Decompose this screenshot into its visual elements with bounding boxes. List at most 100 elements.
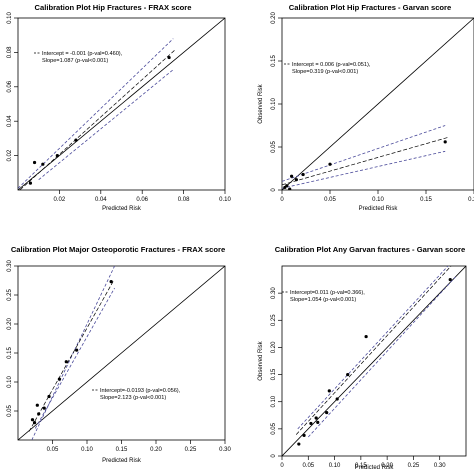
y-tick-label: 0 (271, 188, 277, 192)
identity-line (18, 266, 225, 440)
chart-panel-2: Calibration Plot Hip Fractures - Garvan … (258, 3, 474, 212)
legend: Intercept = -0.001 (p-val=0.460),Slope=1… (34, 51, 123, 64)
x-axis-label: Predicted Risk (359, 206, 399, 212)
y-tick-label: 0 (271, 454, 277, 458)
data-point (41, 162, 45, 166)
x-axis-label: Predicted Risk (102, 206, 142, 212)
y-tick-label: 0.15 (271, 368, 277, 380)
legend-text: Intercept=-0.0193 (p-val=0.056), (100, 388, 181, 394)
data-point (325, 410, 329, 415)
y-tick-label: 0.15 (7, 347, 13, 359)
x-tick-label: 0.25 (408, 463, 420, 469)
legend: Intercept=0.011 (p-val=0.366),Slope=1.05… (282, 290, 365, 303)
fit-line (295, 266, 452, 435)
y-tick-label: 0.25 (271, 314, 277, 326)
x-tick-label: 0.05 (302, 463, 314, 469)
y-tick-label: 0.10 (271, 395, 277, 407)
fit-line (28, 281, 114, 432)
chart-title: Calibration Plot Hip Fractures - FRAX sc… (35, 3, 192, 12)
y-tick-label: 0.05 (271, 141, 277, 153)
chart-panel-4: Calibration Plot Any Garvan fractures - … (258, 245, 467, 471)
data-point (55, 154, 59, 158)
data-point (37, 412, 41, 416)
x-tick-label: 0.15 (355, 463, 367, 469)
x-tick-label: 0.04 (95, 197, 107, 203)
y-axis-label: Observed Risk (258, 340, 264, 380)
x-tick-label: 0.20 (381, 463, 393, 469)
y-tick-label: 0.10 (7, 376, 13, 388)
legend-text: Slope=1.087 (p-val<0.001) (42, 58, 108, 64)
plot-area (282, 266, 466, 456)
y-tick-label: 0.08 (7, 46, 13, 58)
data-point (448, 277, 452, 282)
data-point (290, 174, 294, 178)
chart-panel-3: Calibration Plot Major Osteoporotic Frac… (7, 245, 231, 464)
legend: Intercept=-0.0193 (p-val=0.056),Slope=2.… (92, 388, 181, 401)
data-point (314, 416, 318, 420)
x-tick-label: 0.10 (329, 463, 341, 469)
data-point (309, 421, 313, 426)
data-point (30, 418, 35, 422)
chart-title: Calibration Plot Major Osteoporotic Frac… (11, 245, 225, 254)
data-point (64, 360, 68, 364)
y-tick-label: 0.15 (271, 55, 277, 67)
chart-title: Calibration Plot Any Garvan fractures - … (275, 245, 465, 254)
x-tick-label: 0 (280, 463, 284, 469)
data-point (35, 403, 39, 407)
x-tick-label: 0.15 (420, 197, 432, 203)
data-point (328, 162, 332, 166)
identity-line (282, 18, 474, 190)
data-point (47, 394, 51, 399)
plot-frame (17, 17, 226, 191)
data-point (297, 442, 301, 446)
y-tick-label: 0.06 (7, 80, 13, 92)
x-tick-label: 0.10 (372, 197, 384, 203)
data-point (74, 138, 78, 142)
x-tick-label: 0.30 (434, 463, 446, 469)
ci-upper-line (297, 266, 449, 430)
data-point (57, 377, 62, 381)
data-point (294, 178, 298, 182)
x-tick-label: 0.06 (136, 197, 148, 203)
data-point (42, 406, 46, 410)
ci-upper-line (282, 125, 446, 182)
y-tick-label: 0.04 (7, 115, 13, 127)
plot-area (18, 266, 225, 440)
plot-area (18, 18, 225, 190)
data-point (285, 184, 289, 188)
legend-text: Slope=1.054 (p-val<0.001) (290, 297, 356, 303)
identity-line (18, 18, 225, 190)
legend-text: Slope=0.319 (p-val<0.001) (292, 69, 358, 75)
x-tick-label: 0.02 (54, 197, 66, 203)
y-tick-label: 0.10 (7, 12, 13, 24)
legend-text: Intercept = 0.006 (p-val=0.051), (292, 62, 371, 68)
y-tick-label: 0.05 (271, 422, 277, 434)
x-tick-label: 0.10 (219, 197, 231, 203)
ci-lower-line (282, 150, 446, 189)
y-tick-label: 0.25 (7, 289, 13, 301)
plot-frame (281, 265, 467, 457)
y-tick-label: 0.20 (271, 12, 277, 24)
data-point (327, 389, 331, 393)
legend-text: Slope=2.123 (p-val<0.001) (100, 395, 166, 401)
x-tick-label: 0.25 (185, 447, 197, 453)
fit-line (282, 137, 449, 186)
data-point (316, 420, 320, 424)
x-tick-label: 0.20 (468, 197, 474, 203)
y-tick-label: 0.20 (7, 318, 13, 330)
ci-lower-line (307, 276, 456, 438)
y-tick-label: 0.20 (271, 341, 277, 353)
ci-lower-line (38, 69, 174, 180)
data-point (167, 55, 171, 60)
x-tick-label: 0.10 (81, 447, 93, 453)
data-point (346, 372, 350, 377)
legend-text: Intercept = -0.001 (p-val=0.460), (42, 51, 123, 57)
x-tick-label: 0.05 (47, 447, 59, 453)
ci-lower-line (34, 287, 115, 429)
identity-line (282, 266, 466, 456)
y-tick-label: 0.30 (271, 287, 277, 299)
y-tick-label: 0.30 (7, 260, 13, 272)
x-tick-label: 0.05 (324, 197, 336, 203)
data-point (28, 181, 33, 185)
data-point (109, 280, 113, 284)
